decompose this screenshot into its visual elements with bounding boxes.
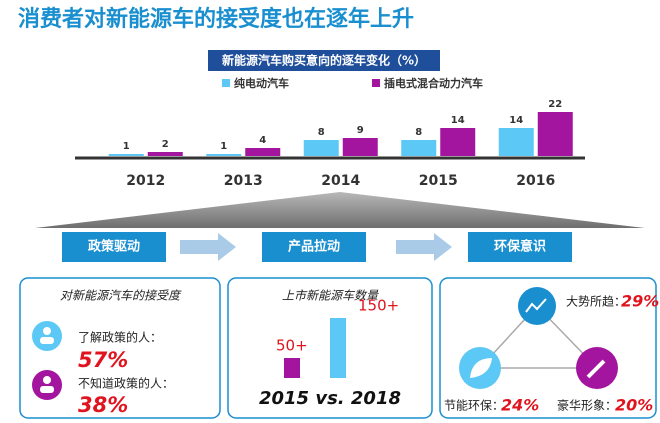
- data-label: 9: [357, 125, 364, 136]
- item-value: 38%: [78, 393, 128, 417]
- data-label: 1: [123, 141, 130, 152]
- icon-glyph: [525, 298, 547, 313]
- x-tick-label: 2013: [224, 173, 263, 189]
- icon-glyph: [43, 376, 51, 384]
- icon-glyph: [470, 358, 492, 378]
- bar: [537, 112, 573, 156]
- page-title: 消费者对新能源车的接受度也在逐年上升: [18, 6, 414, 32]
- item-value: 57%: [78, 348, 128, 372]
- x-tick-label: 2012: [126, 173, 165, 189]
- item-label: 豪华形象：: [557, 398, 617, 413]
- chart-title-box: [208, 50, 440, 71]
- flow-label: 产品拉动: [288, 239, 340, 255]
- icon-glyph: [586, 359, 606, 379]
- flow-label: 环保意识: [494, 239, 546, 255]
- bar: [342, 138, 378, 156]
- data-label: 1: [220, 141, 227, 152]
- x-tick-label: 2016: [516, 173, 555, 189]
- panel-title: 对新能源汽车的接受度: [60, 289, 182, 303]
- connector: [478, 305, 599, 369]
- funnel: [35, 192, 645, 228]
- flow-box: [262, 232, 366, 262]
- bar: [206, 154, 242, 156]
- flow-box: [62, 232, 166, 262]
- chart-title: 新能源汽车购买意向的逐年变化（%）: [222, 53, 426, 68]
- legend-label: 插电式混合动力汽车: [384, 76, 483, 90]
- data-label: 8: [318, 127, 325, 138]
- legend-swatch: [222, 79, 230, 87]
- data-label: 14: [509, 115, 523, 126]
- icon: [518, 287, 556, 325]
- legend-label: 纯电动汽车: [234, 76, 289, 90]
- icon: [32, 370, 62, 400]
- bar: [245, 148, 281, 156]
- panel: [19, 277, 221, 419]
- bar: [440, 128, 476, 156]
- data-label: 22: [548, 99, 562, 110]
- count-label: 50+: [276, 337, 308, 355]
- arrow: [180, 233, 236, 261]
- item-label: 节能环保：: [444, 399, 504, 413]
- item-label: 了解政策的人：: [78, 330, 162, 345]
- data-label: 8: [415, 127, 422, 138]
- flow-label: 政策驱动: [88, 239, 140, 255]
- bar: [147, 152, 183, 156]
- icon-glyph: [40, 386, 54, 393]
- item-label: 大势所趋：: [566, 295, 626, 309]
- item-label: 不知道政策的人：: [78, 376, 174, 391]
- icon: [32, 321, 62, 351]
- legend-swatch: [372, 79, 380, 87]
- bar: [498, 128, 534, 156]
- bar: [108, 154, 144, 156]
- caption: 2015 vs. 2018: [259, 388, 401, 409]
- data-label: 2: [162, 139, 169, 150]
- count-bar: [284, 358, 300, 378]
- x-tick-label: 2015: [419, 173, 458, 189]
- count-label: 150+: [358, 297, 399, 315]
- icon-glyph: [43, 327, 51, 335]
- data-label: 4: [259, 135, 266, 146]
- item-value: 20%: [615, 396, 653, 415]
- x-tick-label: 2014: [321, 173, 360, 189]
- flow-arrows: [180, 233, 452, 261]
- panel: [227, 277, 433, 419]
- arrow: [396, 233, 452, 261]
- panel: [439, 277, 657, 419]
- item-value: 24%: [501, 396, 539, 415]
- bar: [401, 140, 437, 156]
- data-label: 14: [451, 115, 465, 126]
- item-value: 29%: [621, 292, 659, 311]
- flow-box: [468, 232, 572, 262]
- count-bar: [330, 318, 346, 378]
- bar: [303, 140, 339, 156]
- icon-glyph: [40, 337, 54, 344]
- panel-title: 上市新能源车数量: [282, 289, 379, 303]
- triangle: [478, 305, 599, 369]
